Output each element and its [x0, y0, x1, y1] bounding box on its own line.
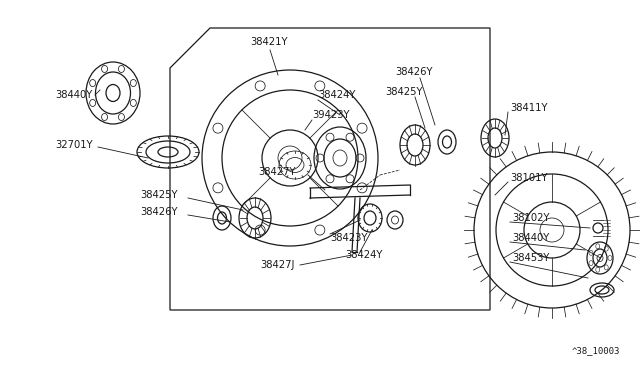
Text: 38427Y: 38427Y: [258, 167, 296, 177]
Text: 38424Y: 38424Y: [345, 250, 382, 260]
Text: 38440Y: 38440Y: [512, 233, 549, 243]
Text: 38425Y: 38425Y: [140, 190, 177, 200]
Text: 38423Y: 38423Y: [330, 233, 367, 243]
Text: 38425Y: 38425Y: [385, 87, 422, 97]
Text: 38102Y: 38102Y: [512, 213, 550, 223]
Text: 38101Y: 38101Y: [510, 173, 547, 183]
Text: 38426Y: 38426Y: [395, 67, 433, 77]
Text: 38411Y: 38411Y: [510, 103, 547, 113]
Text: 38426Y: 38426Y: [140, 207, 177, 217]
Text: 32701Y: 32701Y: [55, 140, 93, 150]
Text: 38453Y: 38453Y: [512, 253, 549, 263]
Text: 38427J: 38427J: [260, 260, 294, 270]
Text: 38421Y: 38421Y: [250, 37, 287, 47]
Text: 39423Y: 39423Y: [312, 110, 349, 120]
Text: 38424Y: 38424Y: [318, 90, 355, 100]
Text: ^38_10003: ^38_10003: [572, 346, 620, 355]
Text: 38440Y: 38440Y: [55, 90, 92, 100]
